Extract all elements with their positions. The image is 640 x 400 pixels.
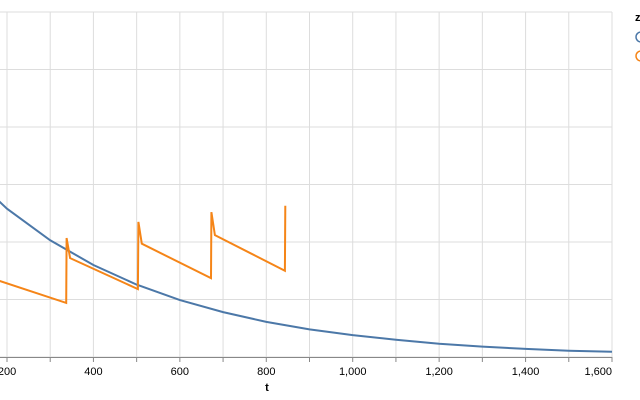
x-tick-label: 400 bbox=[84, 366, 102, 378]
legend-title: z bbox=[635, 12, 640, 24]
legend-symbol bbox=[635, 50, 640, 62]
legend-symbol bbox=[635, 31, 640, 43]
series-line bbox=[0, 200, 613, 353]
x-tick-label: 800 bbox=[257, 366, 275, 378]
x-tick-label: 200 bbox=[0, 366, 16, 378]
x-tick-label: 1,000 bbox=[339, 366, 367, 378]
series-line bbox=[0, 205, 287, 305]
x-tick-label: 1,600 bbox=[584, 366, 612, 378]
x-tick-label: 1,200 bbox=[425, 366, 453, 378]
x-tick-label: 1,400 bbox=[512, 366, 540, 378]
x-tick-label: 600 bbox=[171, 366, 189, 378]
x-axis-title: t bbox=[265, 382, 269, 394]
